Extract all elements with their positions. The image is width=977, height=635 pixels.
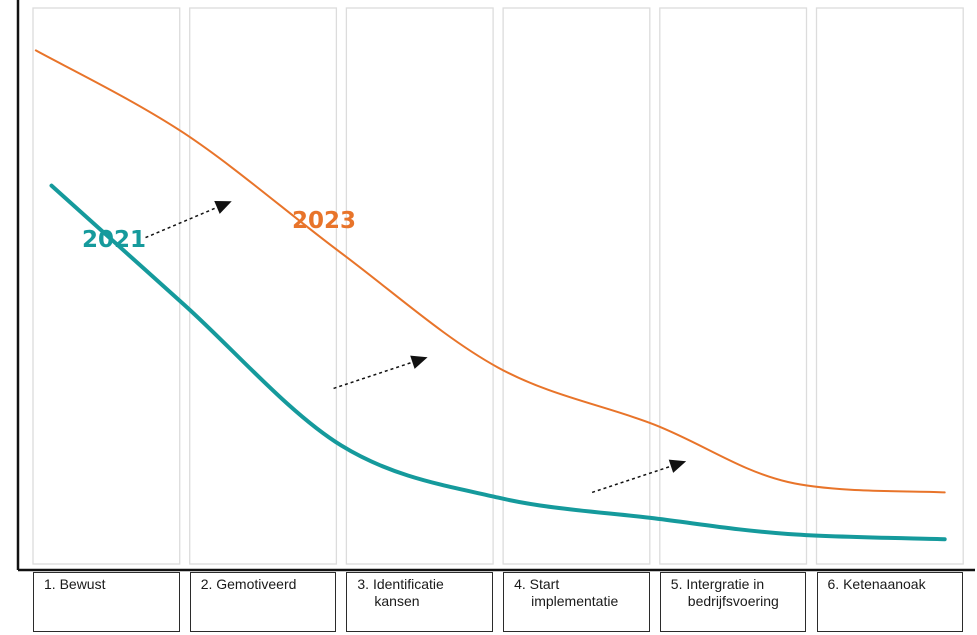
- shift-arrow-3: [591, 465, 672, 494]
- category-label-1: 1. Bewust: [33, 572, 180, 632]
- category-label-line: kansen: [374, 593, 420, 609]
- stage-column-1: [32, 7, 181, 565]
- category-label-5: 5. Intergratie in bedrijfsvoering: [659, 572, 807, 632]
- shift-arrow-head-3: [668, 459, 687, 473]
- category-label-2: 2. Gemotiveerd: [189, 572, 337, 632]
- shift-arrows: [145, 200, 687, 494]
- category-label-line: 4. Start: [514, 576, 560, 592]
- shift-arrow-1: [145, 206, 218, 239]
- stage-column-6: [815, 7, 964, 565]
- category-label-6: 6. Ketenaanoak: [816, 572, 964, 632]
- stage-columns: [32, 7, 964, 565]
- stage-column-4: [502, 7, 651, 565]
- category-label-line: 3. Identificatie: [357, 576, 444, 592]
- category-label-line: 6. Ketenaanoak: [827, 576, 926, 592]
- category-label-line: 5. Intergratie in: [670, 576, 765, 592]
- stage-column-2: [189, 7, 338, 565]
- series-line-2021: [49, 183, 947, 542]
- category-label-line: 1. Bewust: [44, 576, 106, 592]
- shift-arrow-2: [333, 361, 413, 390]
- category-label-3: 3. Identificatie kansen: [346, 572, 494, 632]
- shift-arrow-head-1: [214, 200, 232, 214]
- series-label-2021: 2021: [82, 227, 146, 253]
- shift-arrow-head-2: [410, 355, 428, 369]
- category-label-line: implementatie: [531, 593, 619, 609]
- category-label-4: 4. Start implementatie: [503, 572, 650, 632]
- series-layer: [34, 49, 947, 542]
- category-label-line: bedrijfsvoering: [687, 593, 779, 609]
- category-label-line: 2. Gemotiveerd: [200, 576, 297, 592]
- series-label-2023: 2023: [292, 208, 356, 234]
- stage-column-5: [659, 7, 808, 565]
- stage-column-3: [345, 7, 494, 565]
- series-line-2023: [34, 49, 946, 494]
